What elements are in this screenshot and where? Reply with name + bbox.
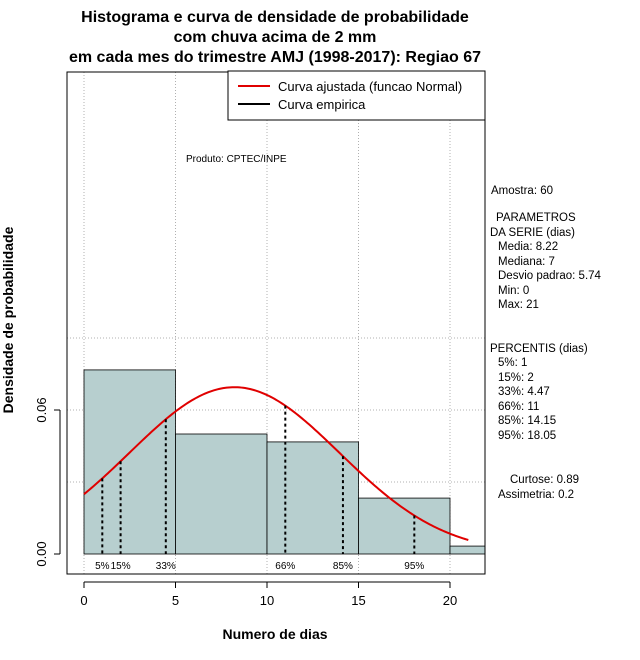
histogram-bar [449, 545, 486, 555]
stat-desvio: Desvio padrao: 5.74 [498, 270, 602, 282]
stat-p95: 95%: 18.05 [498, 430, 556, 442]
stat-curtose: Curtose: 0.89 [510, 474, 579, 486]
stat-percentis-title: PERCENTIS (dias) [490, 343, 588, 355]
stat-media: Media: 8.22 [498, 241, 558, 253]
histogram-bar [358, 497, 451, 555]
stat-p5: 5%: 1 [498, 357, 527, 369]
percentile-label: 5% [95, 561, 110, 572]
legend-label-empirical: Curva empirica [278, 97, 366, 112]
legend: Curva ajustada (funcao Normal) Curva emp… [227, 70, 486, 121]
legend-box [227, 70, 486, 121]
statistics-panel: Amostra: 60 PARAMETROS DA SERIE (dias) M… [490, 185, 602, 501]
x-tick-label: 5 [172, 593, 179, 608]
stat-min: Min: 0 [498, 285, 529, 297]
x-tick-label: 20 [443, 593, 457, 608]
x-tick-label: 10 [260, 593, 274, 608]
stat-p15: 15%: 2 [498, 372, 534, 384]
percentile-label: 95% [404, 561, 424, 572]
stat-assimetria: Assimetria: 0.2 [498, 489, 574, 501]
chart-title-line-3: em cada mes do trimestre AMJ (1998-2017)… [69, 49, 481, 66]
normal-curve-layer [83, 386, 469, 541]
stat-max: Max: 21 [498, 299, 539, 311]
stat-p33: 33%: 4.47 [498, 386, 550, 398]
percentile-markers: 5% 15% 33% 66% 85% 95% [95, 405, 424, 572]
percentile-label: 66% [275, 561, 295, 572]
histogram-bar [83, 369, 176, 555]
stat-p66: 66%: 11 [498, 401, 539, 413]
stat-sample: Amostra: 60 [491, 185, 553, 197]
x-tick-label: 15 [351, 593, 365, 608]
percentile-label: 33% [156, 561, 176, 572]
stat-params-title-2: DA SERIE (dias) [490, 227, 575, 239]
product-label: Produto: CPTEC/INPE [186, 154, 287, 165]
axes: 0 5 10 15 20 0.00 0.06 [34, 397, 457, 608]
chart-title-line-2: com chuva acima de 2 mm [174, 29, 377, 46]
stat-mediana: Mediana: 7 [498, 256, 555, 268]
stat-p85: 85%: 14.15 [498, 415, 556, 427]
chart-title-line-1: Histograma e curva de densidade de proba… [81, 9, 469, 26]
stat-params-title-1: PARAMETROS [496, 212, 576, 224]
legend-label-normal: Curva ajustada (funcao Normal) [278, 79, 462, 94]
y-tick-label: 0.06 [34, 397, 49, 422]
normal-curve-line [83, 386, 469, 541]
x-axis-label: Numero de dias [222, 626, 327, 642]
percentile-label: 85% [333, 561, 353, 572]
y-axis-label: Densidade de probabilidade [0, 226, 16, 413]
x-tick-label: 0 [80, 593, 87, 608]
histogram-bar [175, 433, 268, 555]
y-tick-label: 0.00 [34, 541, 49, 566]
percentile-label: 15% [111, 561, 131, 572]
